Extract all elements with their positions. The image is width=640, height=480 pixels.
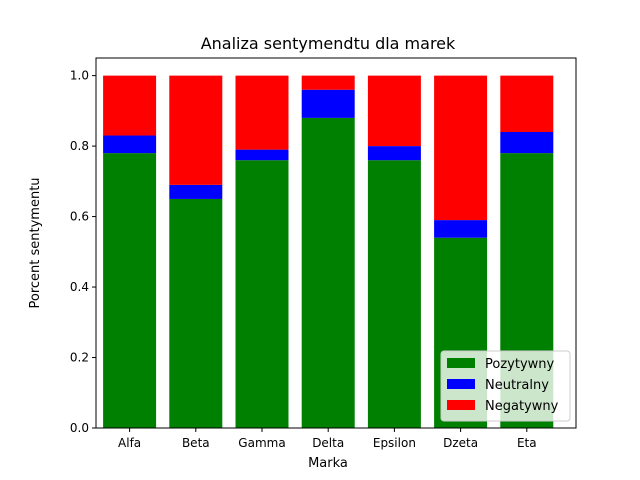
y-tick-label: 0.6	[70, 210, 89, 224]
legend-label-pozytywny: Pozytywny	[485, 357, 555, 372]
bar-beta-negatywny	[169, 75, 223, 185]
x-axis: Alfa Beta Gamma Delta Epsilon Dzeta Eta	[118, 428, 537, 450]
y-tick-label: 1.0	[70, 69, 89, 83]
x-tick-label-beta: Beta	[182, 436, 210, 450]
bar-epsilon-neutralny	[367, 146, 421, 161]
y-axis-label: Porcent sentymentu	[28, 177, 43, 308]
x-tick-label-gamma: Gamma	[238, 436, 285, 450]
bar-epsilon-pozytywny	[367, 160, 421, 428]
x-tick-label-eta: Eta	[517, 436, 537, 450]
legend-swatch-negatywny	[447, 400, 475, 410]
y-axis: 0.0 0.2 0.4 0.6 0.8 1.0	[70, 69, 96, 435]
bar-alfa-neutralny	[103, 135, 157, 154]
chart-title: Analiza sentymendtu dla marek	[201, 34, 456, 53]
x-tick-label-delta: Delta	[312, 436, 344, 450]
legend-label-negatywny: Negatywny	[485, 399, 559, 414]
bar-gamma-negatywny	[235, 75, 289, 150]
bar-alfa-negatywny	[103, 75, 157, 136]
bar-dzeta-neutralny	[434, 220, 488, 238]
x-tick-label-alfa: Alfa	[118, 436, 141, 450]
y-tick-label: 0.0	[70, 421, 89, 435]
bar-dzeta-negatywny	[434, 75, 488, 221]
x-tick-label-epsilon: Epsilon	[373, 436, 416, 450]
bar-alfa-pozytywny	[103, 153, 157, 428]
bar-eta-neutralny	[500, 132, 554, 154]
bar-epsilon-negatywny	[367, 75, 421, 147]
bar-eta-negatywny	[500, 75, 554, 132]
bar-gamma-neutralny	[235, 149, 289, 161]
legend: Pozytywny Neutralny Negatywny	[440, 350, 571, 422]
legend-swatch-pozytywny	[447, 358, 475, 368]
bar-delta-pozytywny	[301, 117, 355, 429]
bar-delta-neutralny	[301, 89, 355, 118]
x-axis-label: Marka	[308, 456, 348, 471]
legend-label-neutralny: Neutralny	[485, 378, 549, 393]
legend-swatch-neutralny	[447, 379, 475, 389]
x-tick-label-dzeta: Dzeta	[443, 436, 478, 450]
y-tick-label: 0.4	[70, 280, 89, 294]
y-tick-label: 0.2	[70, 351, 89, 365]
bar-beta-neutralny	[169, 184, 223, 199]
bar-gamma-pozytywny	[235, 160, 289, 428]
plot-area-frame	[95, 57, 577, 429]
bar-beta-pozytywny	[169, 198, 223, 428]
y-tick-label: 0.8	[70, 139, 89, 153]
bar-delta-negatywny	[301, 75, 355, 90]
